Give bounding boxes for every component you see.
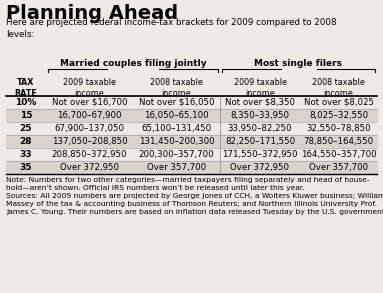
Text: Over 372,950: Over 372,950 xyxy=(60,163,119,172)
Text: Over 357,700: Over 357,700 xyxy=(309,163,368,172)
Text: 8,350–33,950: 8,350–33,950 xyxy=(231,111,290,120)
Text: 164,550–357,700: 164,550–357,700 xyxy=(301,150,376,159)
Text: 2008 taxable
income: 2008 taxable income xyxy=(150,78,203,98)
Text: 2009 taxable
income: 2009 taxable income xyxy=(234,78,286,98)
Text: Not over $16,050: Not over $16,050 xyxy=(139,98,214,107)
Text: 28: 28 xyxy=(20,137,32,146)
Text: 10%: 10% xyxy=(15,98,37,107)
Text: 8,025–32,550: 8,025–32,550 xyxy=(309,111,368,120)
Bar xyxy=(6,161,377,174)
Text: 35: 35 xyxy=(20,163,32,172)
Text: 208,850–372,950: 208,850–372,950 xyxy=(52,150,127,159)
Text: Not over $16,700: Not over $16,700 xyxy=(52,98,127,107)
Text: Over 372,950: Over 372,950 xyxy=(231,163,290,172)
Text: 25: 25 xyxy=(20,124,32,133)
Text: Note: Numbers for two other categories—married taxpayers filing separately and h: Note: Numbers for two other categories—m… xyxy=(6,177,370,191)
Text: Sources: All 2009 numbers are projected by George Jones of CCH, a Wolters Kluwer: Sources: All 2009 numbers are projected … xyxy=(6,193,383,215)
Text: 33,950–82,250: 33,950–82,250 xyxy=(228,124,292,133)
Text: 200,300–357,700: 200,300–357,700 xyxy=(139,150,214,159)
Text: 15: 15 xyxy=(20,111,32,120)
Bar xyxy=(6,135,377,148)
Text: 78,850–164,550: 78,850–164,550 xyxy=(303,137,373,146)
Text: 131,450–200,300: 131,450–200,300 xyxy=(139,137,214,146)
Text: Married couples filing jointly: Married couples filing jointly xyxy=(60,59,206,69)
Text: 171,550–372,950: 171,550–372,950 xyxy=(222,150,298,159)
Text: Planning Ahead: Planning Ahead xyxy=(6,4,178,23)
Text: 33: 33 xyxy=(20,150,32,159)
Text: 82,250–171,550: 82,250–171,550 xyxy=(225,137,295,146)
Text: Not over $8,025: Not over $8,025 xyxy=(303,98,373,107)
Text: Not over $8,350: Not over $8,350 xyxy=(225,98,295,107)
Text: 65,100–131,450: 65,100–131,450 xyxy=(141,124,211,133)
Text: Over 357,700: Over 357,700 xyxy=(147,163,206,172)
Text: 67,900–137,050: 67,900–137,050 xyxy=(54,124,124,133)
Text: Most single filers: Most single filers xyxy=(254,59,342,69)
Text: 16,700–67,900: 16,700–67,900 xyxy=(57,111,122,120)
Bar xyxy=(6,148,377,161)
Text: 2008 taxable
income: 2008 taxable income xyxy=(312,78,365,98)
Text: 32,550–78,850: 32,550–78,850 xyxy=(306,124,371,133)
Bar xyxy=(6,122,377,135)
Text: 16,050–65,100: 16,050–65,100 xyxy=(144,111,209,120)
Text: TAX
RATE: TAX RATE xyxy=(15,78,38,98)
Text: 137,050–208,850: 137,050–208,850 xyxy=(52,137,127,146)
Bar xyxy=(6,109,377,122)
Text: 2009 taxable
income: 2009 taxable income xyxy=(63,78,116,98)
Bar xyxy=(6,96,377,109)
Text: Here are projected federal income-tax brackets for 2009 compared to 2008
levels:: Here are projected federal income-tax br… xyxy=(6,18,337,39)
